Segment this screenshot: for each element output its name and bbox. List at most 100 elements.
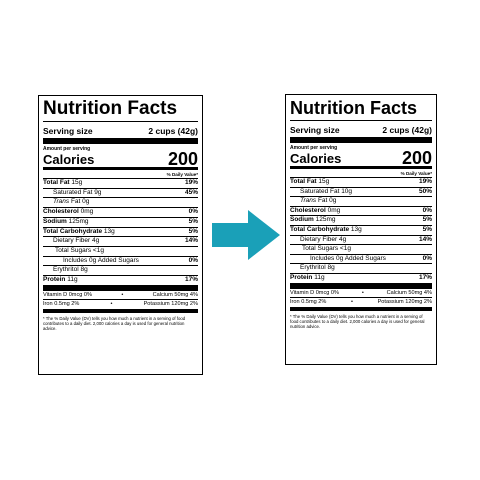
total-carb-row: Total Carbohydrate 13g 5% xyxy=(290,226,432,236)
cholesterol-label: Cholesterol xyxy=(290,206,326,214)
cholesterol-label: Cholesterol xyxy=(43,208,79,216)
serving-size-row: Serving size 2 cups (42g) xyxy=(43,122,198,138)
amount-per-serving: Amount per serving xyxy=(290,145,338,151)
medium-divider xyxy=(290,307,432,311)
saturated-fat-row: Saturated Fat 9g 45% xyxy=(43,189,198,199)
cholesterol-amount: 0mg xyxy=(80,208,94,216)
sodium-label: Sodium xyxy=(43,217,67,225)
trans-fat-label: Trans xyxy=(53,198,70,206)
sodium-row: Sodium 125mg 5% xyxy=(43,218,198,228)
protein-row: Protein 11g 17% xyxy=(43,276,198,285)
calories-value: 200 xyxy=(401,148,432,168)
serving-size-row: Serving size 2 cups (42g) xyxy=(290,121,432,137)
calcium: Calcium 50mg 4% xyxy=(386,289,432,296)
daily-value-header: % Daily Value* xyxy=(43,170,198,179)
erythritol-label: Erythritol 8g xyxy=(300,264,335,272)
protein-label: Protein xyxy=(290,273,313,281)
total-carb-pct: 5% xyxy=(422,225,432,233)
label-title: Nutrition Facts xyxy=(43,99,198,122)
bullet: • xyxy=(351,299,353,306)
sodium-row: Sodium 125mg 5% xyxy=(290,216,432,226)
total-fat-pct: 19% xyxy=(184,179,198,186)
total-fat-row: Total Fat 15g 19% xyxy=(290,178,432,188)
total-carb-amount: 13g xyxy=(350,225,362,233)
added-sugars-label: Includes 0g Added Sugars xyxy=(63,256,139,264)
thick-divider xyxy=(290,137,432,143)
calories-value: 200 xyxy=(167,149,198,169)
dietary-fiber-label: Dietary Fiber 4g xyxy=(300,235,347,243)
trans-fat-label: Trans xyxy=(300,197,317,205)
added-sugars-row: Includes 0g Added Sugars 0% xyxy=(43,257,198,267)
trans-fat-rest: Fat 0g xyxy=(316,197,337,205)
vitamin-row-2: Iron 0.5mg 2% • Potassium 120mg 2% xyxy=(43,300,198,310)
calories-label: Calories xyxy=(290,151,342,166)
thick-divider xyxy=(290,282,432,289)
total-carb-pct: 5% xyxy=(188,227,198,235)
calories-row: Calories 200 xyxy=(43,149,198,169)
cholesterol-amount: 0mg xyxy=(327,206,341,214)
trans-fat-row: Trans Fat 0g xyxy=(43,198,198,209)
dietary-fiber-row: Dietary Fiber 4g 14% xyxy=(290,236,432,246)
protein-pct: 17% xyxy=(184,276,198,284)
saturated-fat-label: Saturated Fat 10g xyxy=(300,187,353,195)
total-carb-amount: 13g xyxy=(103,227,115,235)
protein-pct: 17% xyxy=(418,273,432,281)
total-fat-row: Total Fat 15g 19% xyxy=(43,179,198,189)
cholesterol-pct: 0% xyxy=(422,206,432,214)
potassium: Potassium 120mg 2% xyxy=(377,299,432,306)
calories-row: Calories 200 xyxy=(290,148,432,168)
nutrition-label-original: Nutrition Facts Serving size 2 cups (42g… xyxy=(38,95,203,375)
erythritol-row: Erythritol 8g xyxy=(43,266,198,277)
vitamin-row-2: Iron 0.5mg 2% • Potassium 120mg 2% xyxy=(290,298,432,308)
thick-divider xyxy=(43,284,198,291)
vitamin-row-1: Vitamin D 0mcg 0% • Calcium 50mg 4% xyxy=(43,291,198,301)
dietary-fiber-label: Dietary Fiber 4g xyxy=(53,237,100,245)
cholesterol-row: Cholesterol 0mg 0% xyxy=(290,207,432,217)
iron: Iron 0.5mg 2% xyxy=(290,299,327,306)
vitamin-d: Vitamin D 0mcg 0% xyxy=(290,289,340,296)
serving-size-label: Serving size xyxy=(43,126,93,136)
sodium-amount: 125mg xyxy=(68,217,89,225)
added-sugars-pct: 0% xyxy=(422,254,432,262)
arrow-right-icon xyxy=(212,210,280,260)
label-title: Nutrition Facts xyxy=(290,98,432,121)
sodium-amount: 125mg xyxy=(315,216,336,224)
added-sugars-pct: 0% xyxy=(188,256,198,264)
total-fat-amount: 15g xyxy=(71,179,83,186)
total-fat-pct: 19% xyxy=(418,178,432,185)
cholesterol-pct: 0% xyxy=(188,208,198,216)
medium-divider xyxy=(290,166,432,169)
erythritol-row: Erythritol 8g xyxy=(290,264,432,274)
total-fat-amount: 15g xyxy=(318,178,330,185)
added-sugars-label: Includes 0g Added Sugars xyxy=(310,254,386,262)
sodium-pct: 5% xyxy=(188,217,198,225)
nutrition-label-updated: Nutrition Facts Serving size 2 cups (42g… xyxy=(285,94,437,365)
cholesterol-row: Cholesterol 0mg 0% xyxy=(43,208,198,218)
bullet: • xyxy=(361,289,364,296)
bullet: • xyxy=(121,291,124,298)
trans-fat-rest: Fat 0g xyxy=(69,198,90,206)
medium-divider xyxy=(43,309,198,313)
total-sugars-label: Total Sugars <1g xyxy=(55,246,104,254)
serving-size-value: 2 cups (42g) xyxy=(148,126,198,136)
total-fat-label: Total Fat xyxy=(43,179,70,186)
erythritol-label: Erythritol 8g xyxy=(53,266,88,274)
footnote: * The % Daily Value (DV) tells you how m… xyxy=(290,313,425,330)
dietary-fiber-pct: 14% xyxy=(184,237,198,245)
serving-size-value: 2 cups (42g) xyxy=(382,125,432,135)
total-carb-row: Total Carbohydrate 13g 5% xyxy=(43,228,198,238)
footnote: * The % Daily Value (DV) tells you how m… xyxy=(43,315,186,332)
total-carb-label: Total Carbohydrate xyxy=(43,227,103,235)
iron: Iron 0.5mg 2% xyxy=(43,301,80,308)
dietary-fiber-pct: 14% xyxy=(418,235,432,243)
sodium-label: Sodium xyxy=(290,216,314,224)
bullet: • xyxy=(110,301,113,308)
sodium-pct: 5% xyxy=(422,216,432,224)
added-sugars-row: Includes 0g Added Sugars 0% xyxy=(290,255,432,265)
total-fat-label: Total Fat xyxy=(290,178,317,185)
total-sugars-label: Total Sugars <1g xyxy=(302,245,351,253)
serving-size-label: Serving size xyxy=(290,125,340,135)
daily-value-header: % Daily Value* xyxy=(290,169,432,178)
protein-amount: 11g xyxy=(314,273,325,281)
vitamin-d: Vitamin D 0mcg 0% xyxy=(43,291,93,298)
